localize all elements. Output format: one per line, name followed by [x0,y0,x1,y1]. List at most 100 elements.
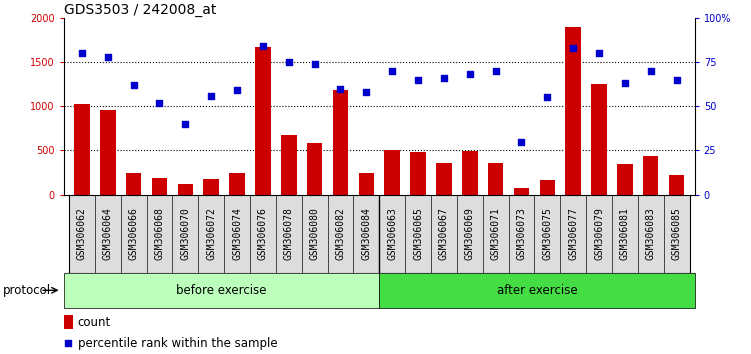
Bar [405,195,431,273]
Point [62,341,74,346]
Text: after exercise: after exercise [496,284,578,297]
Bar [173,195,198,273]
Point [231,87,243,93]
Point [671,77,683,82]
Bar [281,135,297,195]
Text: GSM306062: GSM306062 [77,207,87,260]
Bar [100,110,116,195]
Bar [276,195,302,273]
Text: GSM306081: GSM306081 [620,207,630,260]
Bar [74,104,89,195]
Text: GSM306083: GSM306083 [646,207,656,260]
Text: percentile rank within the sample: percentile rank within the sample [77,337,277,350]
Bar [255,47,270,195]
Bar [483,195,508,273]
Bar [229,173,245,195]
Bar [177,184,193,195]
Bar [307,143,322,195]
Point [515,139,527,144]
Bar [146,195,173,273]
Bar [198,195,224,273]
Bar [69,195,95,273]
Text: before exercise: before exercise [176,284,267,297]
Bar [508,195,535,273]
Bar [664,195,689,273]
Text: GSM306068: GSM306068 [155,207,164,260]
Point [438,75,450,81]
Text: GSM306085: GSM306085 [671,207,682,260]
Point [412,77,424,82]
Text: GSM306077: GSM306077 [569,207,578,260]
Bar [327,195,354,273]
Text: GSM306074: GSM306074 [232,207,242,260]
Text: GSM306064: GSM306064 [103,207,113,260]
Point [334,86,346,91]
Bar [539,180,555,195]
Point [593,50,605,56]
Text: GSM306078: GSM306078 [284,207,294,260]
Text: GSM306076: GSM306076 [258,207,268,260]
Bar [126,172,141,195]
Text: GSM306063: GSM306063 [388,207,397,260]
Text: GSM306084: GSM306084 [361,207,371,260]
Bar [358,173,374,195]
Bar [385,150,400,195]
Bar [560,195,586,273]
Point [644,68,656,74]
Text: GSM306070: GSM306070 [180,207,190,260]
Bar [643,156,659,195]
Point [257,43,269,49]
Point [283,59,295,65]
Bar [64,315,73,329]
Bar [204,179,219,195]
Bar [669,175,684,195]
Text: GSM306075: GSM306075 [542,207,552,260]
Text: GSM306069: GSM306069 [465,207,475,260]
Text: count: count [77,316,110,329]
Bar [586,195,612,273]
Bar [535,195,560,273]
Bar [152,178,167,195]
Point [541,95,553,100]
Bar [488,163,503,195]
Bar [224,195,250,273]
Bar [638,195,664,273]
Text: GSM306066: GSM306066 [128,207,139,260]
Text: GSM306071: GSM306071 [490,207,501,260]
Text: GSM306072: GSM306072 [207,207,216,260]
Bar [431,195,457,273]
Bar [302,195,327,273]
Point [102,54,114,59]
Bar [617,164,632,195]
Bar [95,195,121,273]
Text: GDS3503 / 242008_at: GDS3503 / 242008_at [64,3,216,17]
Point [128,82,140,88]
Point [360,89,372,95]
Bar [250,195,276,273]
Bar [121,195,146,273]
Text: GSM306082: GSM306082 [336,207,345,260]
Point [153,100,165,105]
Bar [591,84,607,195]
Bar [436,163,451,195]
Bar [354,195,379,273]
Bar [612,195,638,273]
Point [205,93,217,98]
Text: GSM306067: GSM306067 [439,207,449,260]
Bar [410,152,426,195]
Bar [379,195,405,273]
Bar [64,273,379,308]
Point [567,45,579,51]
Point [386,68,398,74]
Point [76,50,88,56]
Text: GSM306065: GSM306065 [413,207,423,260]
Point [619,80,631,86]
Bar [462,152,478,195]
Text: GSM306079: GSM306079 [594,207,604,260]
Bar [566,27,581,195]
Text: protocol: protocol [3,284,51,297]
Point [490,68,502,74]
Text: GSM306080: GSM306080 [309,207,320,260]
Bar [514,188,529,195]
Bar [457,195,483,273]
